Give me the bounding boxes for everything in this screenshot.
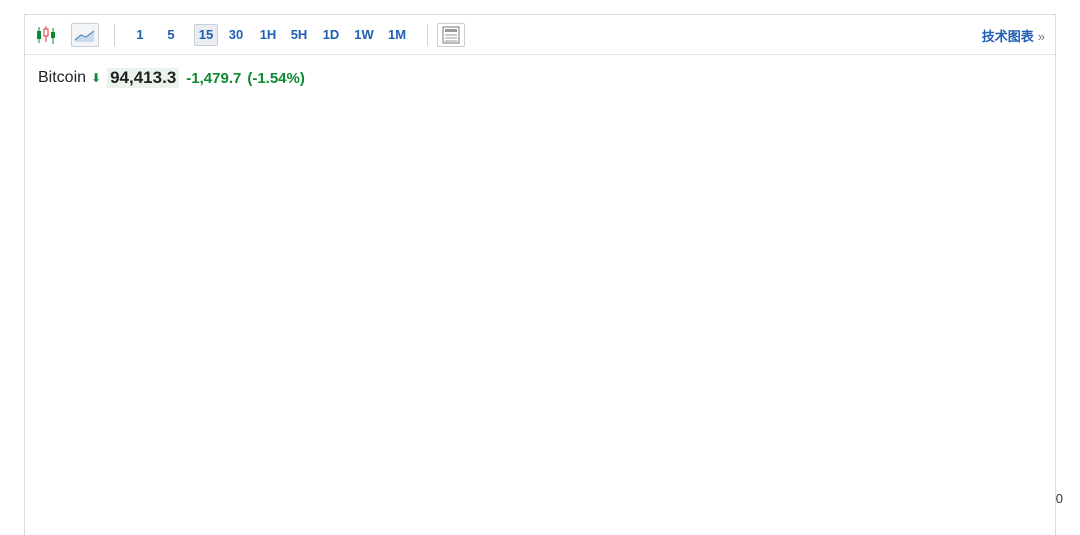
- instrument-name: Bitcoin: [38, 69, 87, 86]
- technical-chart-link[interactable]: 技术图表»: [982, 26, 1045, 45]
- last-price: 94,413.3: [107, 68, 180, 88]
- price-change: -1,479.7: [186, 69, 242, 87]
- interval-5[interactable]: 5: [167, 27, 175, 42]
- candlestick-chart-icon[interactable]: [33, 23, 61, 47]
- interval-15[interactable]: 15: [194, 24, 218, 46]
- interval-1[interactable]: 1: [136, 27, 144, 42]
- toolbar-separator: [427, 24, 428, 46]
- chart-widget: 1 5 15 30 1H 5H 1D 1W 1M 技术图表» Bitcoin ⬇…: [24, 14, 1056, 535]
- arrow-down-icon: ⬇: [91, 71, 102, 85]
- chart-toolbar: 1 5 15 30 1H 5H 1D 1W 1M 技术图表»: [25, 15, 1055, 55]
- interval-1h[interactable]: 1H: [259, 27, 277, 42]
- chart-settings-icon[interactable]: [437, 23, 465, 47]
- chevron-right-icon: »: [1037, 29, 1045, 44]
- interval-1d[interactable]: 1D: [322, 27, 340, 42]
- area-chart-icon[interactable]: [71, 23, 99, 47]
- toolbar-separator: [114, 24, 115, 46]
- technical-chart-label: 技术图表: [981, 29, 1034, 44]
- interval-30[interactable]: 30: [228, 27, 244, 42]
- interval-1m[interactable]: 1M: [387, 27, 407, 42]
- quote-header: Bitcoin ⬇ 94,413.3 -1,479.7 (-1.54%): [38, 66, 305, 90]
- price-change-percent: (-1.54%): [247, 69, 305, 87]
- interval-1w[interactable]: 1W: [354, 27, 374, 42]
- interval-5h[interactable]: 5H: [290, 27, 308, 42]
